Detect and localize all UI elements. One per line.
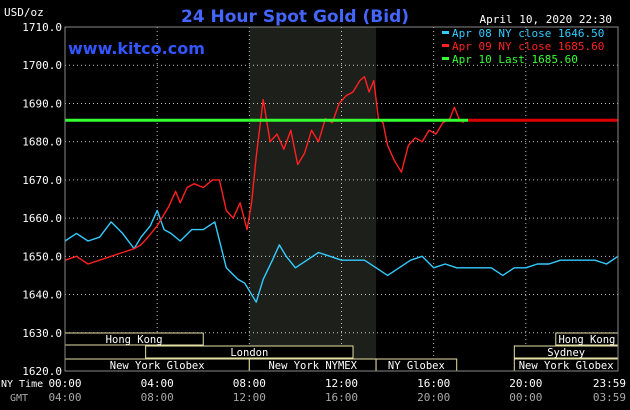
x-row1-label: NY Time: [1, 379, 43, 390]
series-line: [64, 75, 465, 265]
session-label: New York Globex: [519, 360, 614, 372]
session-label: Hong Kong: [558, 334, 615, 346]
y-tick-label: 1710.0: [22, 21, 62, 34]
y-tick-label: 1640.0: [22, 289, 62, 302]
y-tick-label: 1690.0: [22, 97, 62, 110]
x-tick-label-gmt: 00:00: [509, 391, 542, 404]
nymex-shade-rect: [249, 27, 377, 371]
x-tick-label-gmt: 12:00: [233, 391, 266, 404]
session-label: New York Globex: [110, 360, 205, 372]
x-row2-label: GMT: [10, 393, 28, 404]
y-tick-label: 1650.0: [22, 250, 62, 263]
y-tick-label: 1620.0: [22, 365, 62, 378]
legend-entry: Apr 09 NY close 1685.60: [452, 40, 604, 53]
price-series: [64, 75, 619, 303]
y-tick-label: 1660.0: [22, 212, 62, 225]
x-tick-label-ny: 04:00: [141, 377, 174, 390]
session-bar: [145, 345, 354, 359]
y-tick-label: 1700.0: [22, 59, 62, 72]
legend-entry: Apr 08 NY close 1646.50: [452, 27, 604, 40]
legend-swatch: [442, 57, 449, 60]
y-tick-label: 1630.0: [22, 327, 62, 340]
date-label: April 10, 2020 22:30: [480, 13, 612, 26]
x-tick-label-gmt: 08:00: [141, 391, 174, 404]
chart-title: 24 Hour Spot Gold (Bid): [181, 7, 409, 27]
units-label: USD/oz: [4, 6, 44, 19]
x-tick-label-ny: 00:00: [48, 377, 81, 390]
x-tick-label-ny: 08:00: [233, 377, 266, 390]
session-label: Sydney: [547, 347, 585, 359]
y-tick-label: 1670.0: [22, 174, 62, 187]
session-label: New York NYMEX: [268, 360, 357, 372]
session-label: London: [230, 347, 268, 359]
series-line: [64, 209, 619, 303]
axes: 1710.0 1700.0 1690.0 1680.0 1670.0 1660.0 1650…: [1, 21, 626, 404]
x-tick-label-ny: 20:00: [509, 377, 542, 390]
x-tick-label-gmt: 04:00: [48, 391, 81, 404]
y-tick-label: 1680.0: [22, 136, 62, 149]
x-tick-label-ny: 16:00: [417, 377, 450, 390]
legend-swatch: [442, 31, 449, 34]
legend-entry: Apr 10 Last 1685.60: [452, 53, 578, 66]
legend-swatch: [442, 44, 449, 47]
x-tick-label-gmt: 03:59: [593, 391, 626, 404]
nymex-session-shading: [249, 27, 377, 371]
session-label: Hong Kong: [106, 334, 163, 346]
x-tick-label-ny: 12:00: [325, 377, 358, 390]
x-tick-label-gmt: 16:00: [325, 391, 358, 404]
x-tick-label-ny: 23:59: [593, 377, 626, 390]
session-label: NY Globex: [388, 360, 445, 372]
site-watermark: www.kitco.com: [68, 39, 205, 58]
x-tick-label-gmt: 20:00: [417, 391, 450, 404]
plot-frame: [64, 26, 619, 372]
